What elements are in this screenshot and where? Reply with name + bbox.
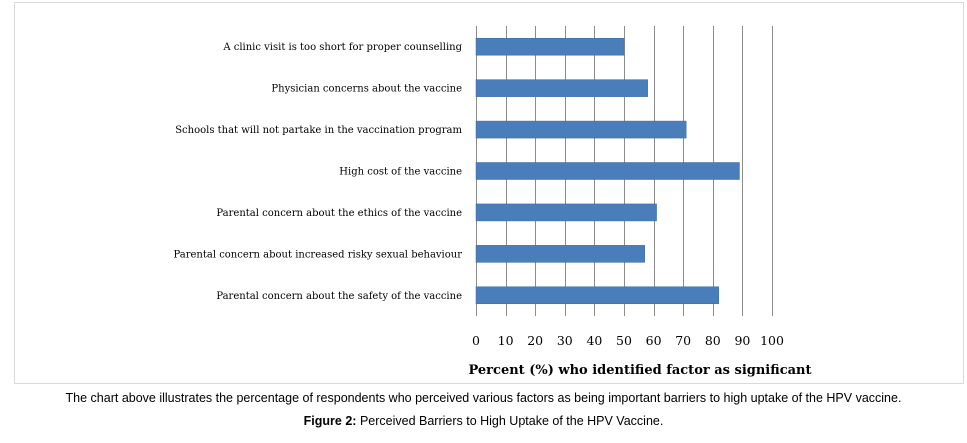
x-tick-label: 10 bbox=[498, 333, 514, 348]
category-label: High cost of the vaccine bbox=[339, 167, 462, 178]
x-tick-label: 50 bbox=[616, 333, 632, 348]
chart-frame bbox=[14, 2, 964, 384]
x-tick-label: 0 bbox=[472, 333, 480, 348]
category-label: A clinic visit is too short for proper c… bbox=[222, 42, 462, 53]
bar bbox=[475, 79, 648, 97]
figure-title: Perceived Barriers to High Uptake of the… bbox=[359, 414, 664, 428]
category-label: Schools that will not partake in the vac… bbox=[175, 125, 462, 136]
figure-title-line: Figure 2: Perceived Barriers to High Upt… bbox=[0, 414, 967, 428]
x-tick-label: 20 bbox=[527, 333, 543, 348]
x-tick-label: 60 bbox=[646, 333, 662, 348]
bar bbox=[475, 203, 657, 222]
bar bbox=[475, 245, 645, 263]
chart-caption: The chart above illustrates the percenta… bbox=[65, 391, 902, 405]
x-tick-label: 100 bbox=[760, 333, 784, 348]
x-tick-label: 80 bbox=[705, 333, 721, 348]
category-label: Parental concern about increased risky s… bbox=[173, 249, 462, 260]
bar bbox=[475, 286, 719, 305]
x-axis-title: Percent (%) who identified factor as sig… bbox=[468, 363, 811, 378]
x-tick-label: 90 bbox=[734, 333, 750, 348]
bar bbox=[475, 120, 687, 139]
x-tick-label: 30 bbox=[557, 333, 573, 348]
category-label: Parental concern about the safety of the… bbox=[216, 291, 462, 302]
x-tick-label: 40 bbox=[586, 333, 602, 348]
category-label: Physician concerns about the vaccine bbox=[271, 84, 462, 95]
x-tick-label: 70 bbox=[675, 333, 691, 348]
bar-chart: 0 10 20 30 40 50 60 70 80 90 100 A clinic visit is … bbox=[173, 26, 812, 378]
category-label: Parental concern about the ethics of the… bbox=[216, 208, 462, 219]
bar bbox=[475, 37, 625, 56]
figure-label: Figure 2: bbox=[303, 414, 357, 428]
bar bbox=[475, 162, 740, 180]
